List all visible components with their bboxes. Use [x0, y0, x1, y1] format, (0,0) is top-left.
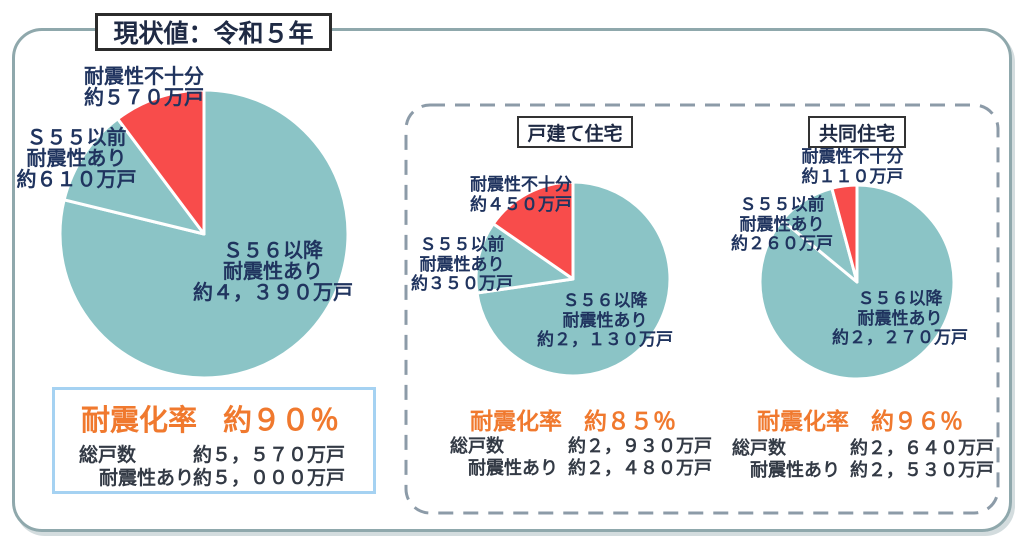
rate-value: 約９６％ — [871, 409, 963, 435]
total-value: 約２，９３０万戸 — [568, 436, 712, 457]
resistant-row: 耐震性あり 約５，０００万戸 — [55, 467, 373, 490]
rate-label: 耐震化率 — [470, 409, 562, 435]
title-detached-houses: 戸建て住宅 — [517, 116, 633, 148]
resistant-label: 耐震性あり — [99, 467, 195, 489]
rate-label: 耐震化率 — [81, 403, 198, 437]
pie-segment-2 — [116, 88, 206, 236]
total-label: 総戸数 — [79, 444, 137, 466]
resistant-row: 耐震性あり 約２，４８０万戸 — [448, 458, 718, 480]
total-value: 約２，６４０万戸 — [850, 438, 994, 459]
total-value: 約５，５７０万戸 — [193, 444, 346, 466]
title-apartment-housing: 共同住宅 — [808, 116, 906, 148]
main-panel-border — [12, 28, 1012, 532]
resistant-label: 耐震性あり — [750, 460, 840, 481]
resistant-value: 約５，０００万戸 — [193, 467, 346, 489]
pie-segment-2 — [830, 183, 859, 284]
total-label: 総戸数 — [450, 436, 504, 457]
resistant-value: 約２，５３０万戸 — [850, 460, 994, 481]
label-s56-detached: Ｓ５６以降 耐震性あり 約２，１３０万戸 — [537, 291, 673, 350]
resistant-row: 耐震性あり 約２，５３０万戸 — [730, 460, 1000, 482]
label-insufficient-all: 耐震性不十分 約５７０万戸 — [84, 64, 204, 109]
rate-value: 約９０％ — [223, 403, 340, 437]
label-s55-detached: Ｓ５５以前 耐震性あり 約３５０万戸 — [411, 235, 513, 294]
panel-title: 現状値：令和５年 — [113, 19, 314, 48]
totals-apartment-housing: 総戸数 約２，６４０万戸 耐震性あり 約２，５３０万戸 — [730, 438, 1000, 482]
pie-segment-1 — [62, 117, 206, 236]
dashed-frame — [404, 103, 1000, 515]
total-label: 総戸数 — [732, 438, 786, 459]
total-row: 総戸数 約２，９３０万戸 — [448, 436, 718, 458]
pie-apartment-housing — [758, 183, 956, 381]
label-s56-apartment: Ｓ５６以降 耐震性あり 約２，２７０万戸 — [832, 289, 968, 348]
totals-detached-houses: 総戸数 約２，９３０万戸 耐震性あり 約２，４８０万戸 — [448, 436, 718, 480]
label-s55-all: Ｓ５５以前 耐震性あり 約６１０万戸 — [16, 125, 137, 191]
label-insufficient-detached: 耐震性不十分 約４５０万戸 — [470, 175, 572, 215]
rate-detached-houses: 耐震化率 約８５％ — [443, 402, 703, 436]
rate-all-housing: 耐震化率 約９０％ — [55, 390, 373, 439]
label-s55-apartment: Ｓ５５以前 耐震性あり 約２６０万戸 — [731, 195, 833, 254]
label-s56-all: Ｓ５６以降 耐震性あり 約４，３９０万戸 — [193, 238, 353, 304]
panel-title-box: 現状値：令和５年 — [95, 13, 332, 51]
pie-segment-2 — [491, 180, 575, 281]
stats-all-housing: 耐震化率 約９０％ 総戸数 約５，５７０万戸 耐震性あり 約５，０００万戸 — [52, 387, 376, 494]
pie-all-housing — [58, 88, 350, 380]
total-row: 総戸数 約５，５７０万戸 — [55, 444, 373, 467]
resistant-value: 約２，４８０万戸 — [568, 458, 712, 479]
totals-all-housing: 総戸数 約５，５７０万戸 耐震性あり 約５，０００万戸 — [55, 444, 373, 490]
rate-apartment-housing: 耐震化率 約９６％ — [730, 402, 990, 436]
rate-value: 約８５％ — [584, 409, 676, 435]
label-insufficient-apartment: 耐震性不十分 約１１０万戸 — [801, 147, 904, 187]
resistant-label: 耐震性あり — [468, 458, 558, 479]
pie-detached-houses — [474, 180, 672, 378]
total-row: 総戸数 約２，６４０万戸 — [730, 438, 1000, 460]
dashed-frame-rect — [404, 103, 1000, 515]
rate-label: 耐震化率 — [757, 409, 849, 435]
